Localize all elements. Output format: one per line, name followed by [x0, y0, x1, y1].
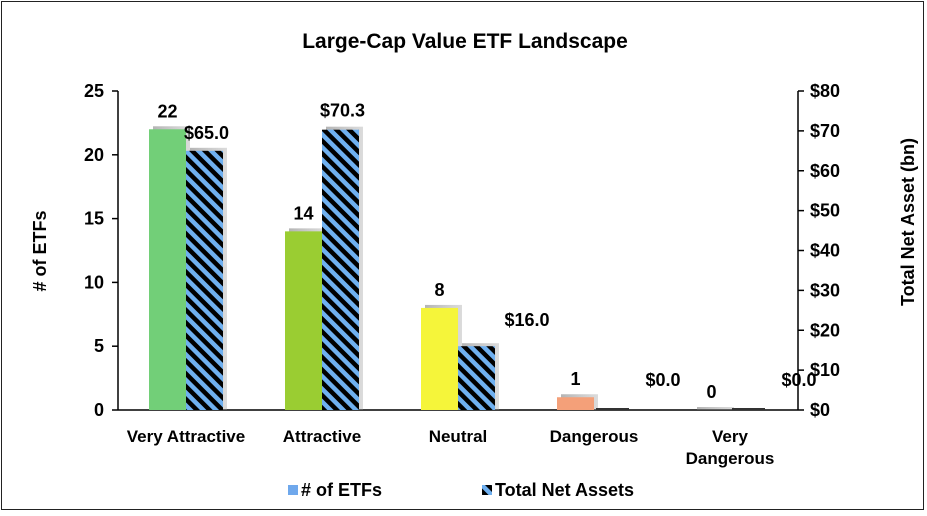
label-etf-count: 14: [293, 203, 313, 223]
right-tick-label: $50: [810, 201, 840, 221]
label-etf-count: 8: [434, 280, 444, 300]
right-tick-label: $60: [810, 161, 840, 181]
label-net-assets: $70.3: [320, 101, 365, 121]
category-label: Dangerous: [686, 449, 775, 468]
right-tick-label: $70: [810, 121, 840, 141]
left-tick-label: 10: [84, 272, 104, 292]
legend: # of ETFs Total Net Assets: [288, 480, 634, 500]
bars: [149, 126, 765, 411]
right-tick-label: $30: [810, 280, 840, 300]
category-label: Neutral: [429, 427, 488, 446]
category-label: Very: [712, 427, 748, 446]
left-tick-label: 0: [94, 400, 104, 420]
bar-etf-count: [149, 129, 186, 410]
category-label: Attractive: [283, 427, 361, 446]
right-tick-label: $0: [810, 400, 830, 420]
label-net-assets: $0.0: [781, 370, 816, 390]
y-axis-title: # of ETFs: [30, 210, 50, 291]
data-labels: 22 $65.0 14 $70.3 8 $16.0 1 $0.0 0 $0.0: [157, 101, 816, 402]
bar-etf-count: [557, 397, 594, 410]
left-tick-label: 15: [84, 209, 104, 229]
label-net-assets: $65.0: [184, 123, 229, 143]
bar-net-assets: [186, 150, 223, 410]
y2-axis-title: Total Net Asset (bn): [898, 138, 918, 306]
left-tick-label: 25: [84, 81, 104, 101]
right-tick-label: $40: [810, 241, 840, 261]
bar-net-assets: [732, 408, 765, 410]
category-label: Very Attractive: [127, 427, 245, 446]
right-tick-label: $20: [810, 320, 840, 340]
right-tick-label: $80: [810, 81, 840, 101]
bar-etf-count: [285, 231, 322, 410]
right-tick-label: $10: [810, 360, 840, 380]
label-etf-count: 22: [157, 101, 177, 121]
label-etf-count: 1: [570, 369, 580, 389]
legend-swatch-net-assets: [482, 485, 492, 495]
legend-label-etf-count: # of ETFs: [301, 480, 382, 500]
category-label: Dangerous: [550, 427, 639, 446]
legend-swatch-etf-count: [288, 485, 298, 495]
bar-etf-count: [421, 307, 458, 410]
legend-label-net-assets: Total Net Assets: [495, 480, 634, 500]
chart-title: Large-Cap Value ETF Landscape: [302, 30, 628, 53]
bar-net-assets: [596, 408, 629, 410]
left-tick-label: 20: [84, 145, 104, 165]
bar-net-assets: [322, 129, 359, 410]
left-tick-label: 5: [94, 336, 104, 356]
label-etf-count: 0: [706, 382, 716, 402]
bar-net-assets: [458, 346, 495, 410]
label-net-assets: $0.0: [645, 370, 680, 390]
bar-shadow: [697, 407, 734, 410]
label-net-assets: $16.0: [504, 310, 549, 330]
